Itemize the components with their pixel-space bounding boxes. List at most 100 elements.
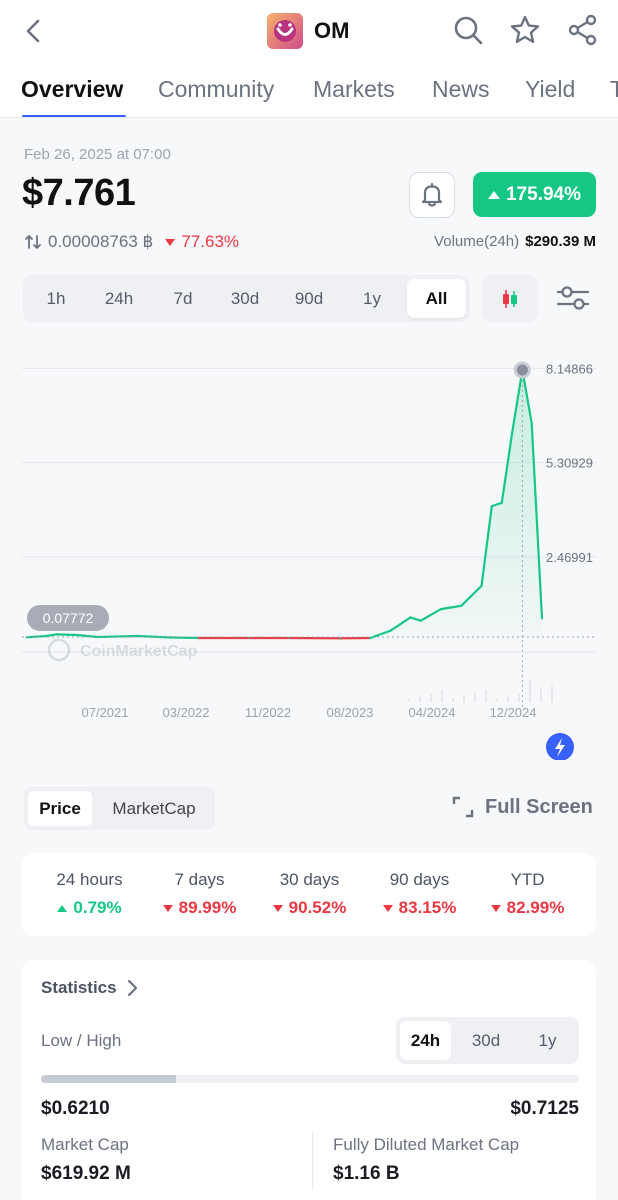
lightning-button[interactable] bbox=[546, 733, 574, 760]
stats-period-24h[interactable]: 24h bbox=[400, 1021, 451, 1060]
volume-bar bbox=[463, 696, 465, 702]
perf-value-text: 83.15% bbox=[398, 898, 457, 917]
range-30d[interactable]: 30d bbox=[230, 288, 260, 308]
stats-period-selector: 24h 30d 1y bbox=[396, 1017, 579, 1064]
section-tabs: Overview Community Markets News Yield T bbox=[0, 64, 618, 118]
x-tick-label: 03/2022 bbox=[163, 705, 210, 720]
perf-label: YTD bbox=[510, 870, 545, 889]
price-point bbox=[511, 432, 513, 434]
price-point bbox=[480, 585, 483, 587]
expand-icon bbox=[452, 796, 474, 818]
x-tick-label: 12/2024 bbox=[490, 705, 537, 720]
range-1h[interactable]: 1h bbox=[46, 288, 66, 308]
btc-price-line: 0.00008763 ฿ 77.63% bbox=[24, 232, 239, 252]
price-marketcap-toggle: Price MarketCap bbox=[24, 787, 215, 830]
statistics-card: Statistics Low / High 24h 30d 1y $0.6210… bbox=[22, 960, 596, 1200]
tab-news[interactable]: News bbox=[432, 76, 490, 102]
tab-markets[interactable]: Markets bbox=[313, 76, 395, 102]
watermark: CoinMarketCap bbox=[47, 638, 198, 662]
arrow-down-icon bbox=[162, 904, 173, 912]
perf-value-text: 0.79% bbox=[73, 898, 122, 917]
range-7d[interactable]: 7d bbox=[173, 288, 193, 308]
stats-period-1y[interactable]: 1y bbox=[538, 1030, 557, 1050]
chart-settings-icon[interactable] bbox=[556, 283, 590, 313]
coin-symbol: OM bbox=[314, 18, 350, 43]
share-icon[interactable] bbox=[567, 14, 599, 46]
perf-30d: 30 days 90.52% bbox=[262, 870, 357, 918]
price-point bbox=[500, 502, 503, 504]
price-point bbox=[491, 505, 493, 507]
arrow-down-icon bbox=[382, 904, 393, 912]
volume-bar bbox=[441, 690, 443, 702]
price-line-segment bbox=[409, 616, 422, 622]
stats-period-30d[interactable]: 30d bbox=[471, 1030, 501, 1050]
current-price: $7.761 bbox=[22, 172, 136, 214]
price-chart[interactable]: 8.14866 5.30929 2.46991 07/2021 03/2022 11/2… bbox=[0, 330, 618, 760]
swap-arrows-icon[interactable] bbox=[24, 233, 42, 251]
price-point bbox=[45, 635, 48, 637]
price-point bbox=[55, 633, 58, 636]
price-line-segment bbox=[480, 505, 493, 587]
price-line-segment bbox=[419, 608, 443, 622]
arrow-up-icon bbox=[57, 904, 68, 912]
fullscreen-button[interactable]: Full Screen bbox=[451, 795, 593, 819]
perf-24h: 24 hours 0.79% bbox=[42, 870, 137, 918]
low-high-range-bar bbox=[41, 1075, 579, 1083]
star-icon[interactable] bbox=[509, 14, 541, 46]
toggle-price[interactable]: Price bbox=[28, 791, 92, 826]
price-date: Feb 26, 2025 at 07:00 bbox=[24, 146, 171, 163]
low-value: $0.6210 bbox=[41, 1098, 110, 1119]
market-cap-label: Market Cap bbox=[41, 1135, 129, 1154]
price-line-segment bbox=[500, 431, 514, 504]
peak-marker bbox=[513, 361, 531, 379]
candlestick-icon bbox=[503, 289, 517, 308]
tab-more[interactable]: T bbox=[610, 76, 618, 103]
volume-value: $290.39 M bbox=[525, 233, 596, 250]
top-bar: OM bbox=[0, 0, 618, 64]
perf-value: 89.99% bbox=[152, 898, 247, 918]
price-point bbox=[76, 634, 78, 636]
price-alert-button[interactable] bbox=[409, 172, 455, 218]
volume-bar bbox=[485, 690, 487, 702]
price-point bbox=[440, 608, 442, 610]
range-all[interactable]: All bbox=[407, 279, 466, 318]
candlestick-toggle-button[interactable] bbox=[482, 275, 538, 322]
price-line-segment bbox=[45, 633, 58, 638]
price-point bbox=[419, 619, 422, 622]
perf-label: 24 hours bbox=[56, 870, 123, 889]
price-point bbox=[460, 604, 463, 607]
price-line-segment bbox=[25, 634, 48, 639]
perf-value: 82.99% bbox=[480, 898, 575, 918]
low-high-label: Low / High bbox=[41, 1031, 122, 1050]
tab-community[interactable]: Community bbox=[158, 76, 275, 102]
om-logo-icon bbox=[267, 13, 303, 49]
range-24h[interactable]: 24h bbox=[104, 288, 134, 308]
price-line-segment bbox=[510, 368, 524, 435]
volume-bar bbox=[496, 699, 498, 702]
price-point bbox=[197, 637, 199, 639]
toggle-marketcap[interactable]: MarketCap bbox=[112, 798, 196, 818]
tab-yield[interactable]: Yield bbox=[525, 76, 576, 102]
price-change-badge: 175.94% bbox=[473, 172, 596, 217]
range-1y[interactable]: 1y bbox=[363, 288, 381, 308]
tab-overview[interactable]: Overview bbox=[21, 76, 124, 102]
active-tab-indicator bbox=[22, 115, 126, 117]
perf-7d: 7 days 89.99% bbox=[152, 870, 247, 918]
price-point bbox=[530, 422, 533, 424]
range-90d[interactable]: 90d bbox=[294, 288, 324, 308]
y-tick-label: 8.14866 bbox=[546, 361, 593, 376]
bell-icon bbox=[421, 182, 443, 207]
price-change-value: 175.94% bbox=[505, 183, 581, 205]
volume-bar bbox=[507, 696, 509, 702]
volume-bar bbox=[430, 693, 432, 702]
price-point bbox=[338, 637, 341, 640]
volume-bar bbox=[529, 680, 531, 702]
volume-bar bbox=[408, 699, 410, 702]
back-chevron-icon[interactable] bbox=[22, 18, 46, 44]
stats-divider bbox=[312, 1132, 313, 1190]
statistics-header[interactable]: Statistics bbox=[41, 978, 139, 998]
btc-change-value: 77.63% bbox=[181, 232, 240, 251]
search-icon[interactable] bbox=[452, 14, 484, 46]
btc-price: 0.00008763 ฿ bbox=[48, 232, 154, 251]
start-price-label: 0.07772 bbox=[43, 610, 94, 626]
